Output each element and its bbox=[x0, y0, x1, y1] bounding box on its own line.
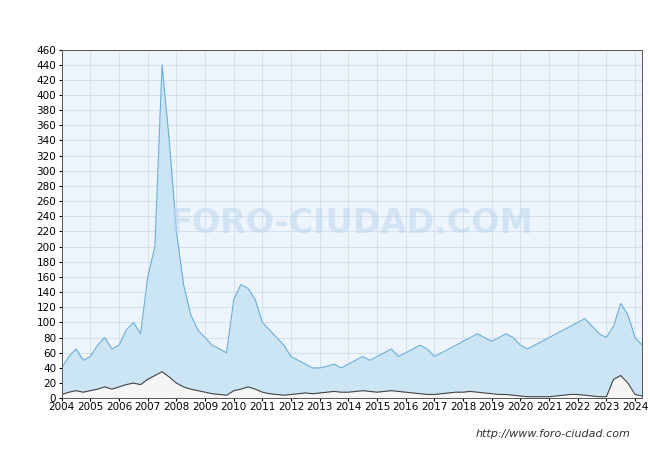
Text: FORO-CIUDAD.COM: FORO-CIUDAD.COM bbox=[170, 207, 534, 240]
Text: Errenteria - Evolucion del Nº de Transacciones Inmobiliarias: Errenteria - Evolucion del Nº de Transac… bbox=[85, 13, 565, 28]
Text: http://www.foro-ciudad.com: http://www.foro-ciudad.com bbox=[476, 429, 630, 439]
